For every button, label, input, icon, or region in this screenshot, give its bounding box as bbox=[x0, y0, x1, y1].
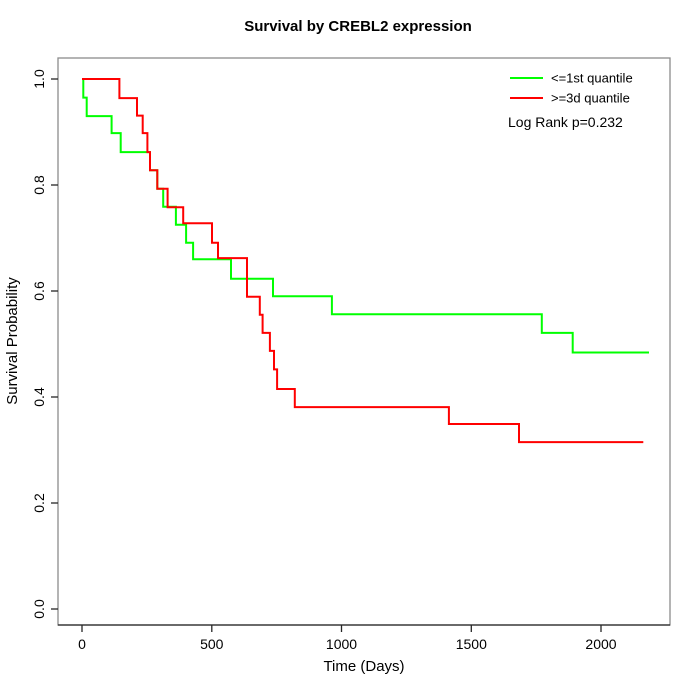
log-rank-annotation: Log Rank p=0.232 bbox=[508, 114, 623, 130]
x-tick-label: 500 bbox=[200, 636, 224, 652]
x-axis-label: Time (Days) bbox=[323, 658, 404, 675]
y-tick-label: 0.2 bbox=[31, 493, 47, 513]
legend-label-high: >=3d quantile bbox=[551, 91, 630, 106]
x-tick-label: 0 bbox=[78, 636, 86, 652]
chart-title: Survival by CREBL2 expression bbox=[244, 18, 472, 35]
y-axis-label: Survival Probability bbox=[4, 277, 21, 405]
y-tick-label: 1.0 bbox=[31, 69, 47, 89]
km-curve-low bbox=[82, 78, 649, 354]
x-tick-label: 2000 bbox=[585, 636, 616, 652]
x-tick-label: 1000 bbox=[326, 636, 357, 652]
plot-box bbox=[57, 57, 671, 626]
y-tick-label: 0.8 bbox=[31, 175, 47, 195]
y-tick-label: 0.4 bbox=[31, 387, 47, 407]
x-tick-label: 1500 bbox=[456, 636, 487, 652]
legend-label-low: <=1st quantile bbox=[551, 71, 633, 86]
km-curve-high bbox=[82, 78, 644, 444]
y-tick-label: 0.0 bbox=[31, 599, 47, 619]
y-tick-label: 0.6 bbox=[31, 281, 47, 301]
